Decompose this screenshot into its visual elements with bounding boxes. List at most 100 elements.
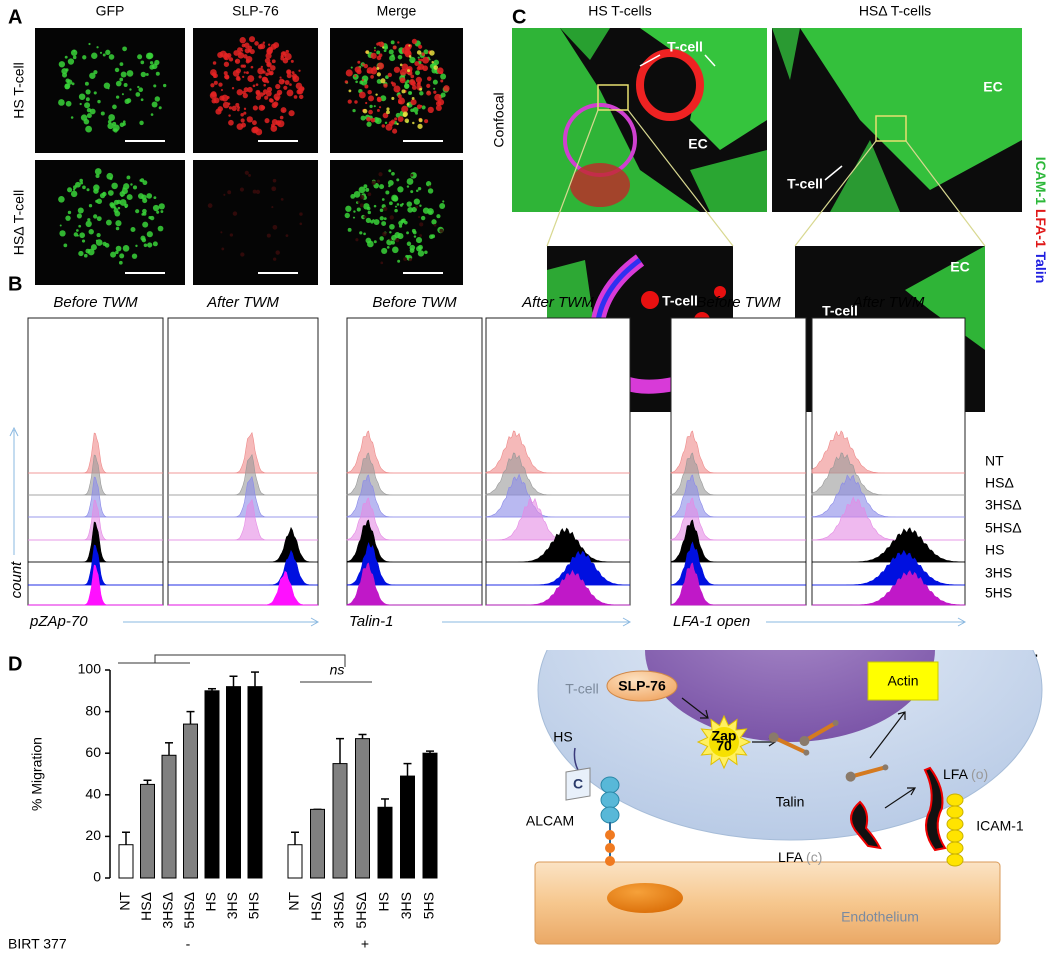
row-label: 5HS (985, 585, 1012, 601)
histogram (168, 549, 318, 586)
signal-spot (93, 70, 98, 75)
signal-spot (220, 231, 223, 234)
bar (355, 738, 370, 879)
signal-spot (396, 178, 400, 182)
signal-spot (267, 46, 273, 52)
axis-label: LFA-1 open (673, 613, 750, 630)
label-alcam: ALCAM (526, 813, 574, 829)
signal-spot (284, 80, 290, 85)
signal-spot (388, 169, 392, 173)
cell-body (570, 163, 630, 207)
signal-spot (146, 231, 153, 238)
bar (377, 806, 393, 879)
talin-rod (850, 765, 886, 779)
signal-spot (368, 109, 373, 115)
signal-spot (122, 120, 126, 124)
signal-spot (234, 58, 241, 64)
column-label: Merge (377, 3, 417, 19)
signal-spot (266, 61, 272, 68)
signal-spot (424, 250, 428, 255)
histogram (811, 430, 965, 474)
signal-spot (223, 61, 230, 67)
image-annotation: T-cell (822, 303, 858, 319)
signal-spot (160, 210, 164, 213)
y-tick-label: 100 (78, 661, 102, 677)
signal-spot (257, 44, 264, 50)
signal-spot (65, 100, 72, 107)
signal-spot (112, 104, 117, 110)
signal-spot (158, 106, 162, 110)
signal-spot (373, 105, 376, 108)
legend-entry: LFA-1 (1033, 209, 1049, 248)
talin-rod (803, 721, 837, 743)
signal-spot (286, 69, 292, 75)
histogram-panel (485, 317, 631, 606)
lfa-spot (714, 286, 726, 298)
signal-spot (271, 187, 275, 190)
signal-spot (88, 42, 91, 46)
signal-spot (435, 104, 442, 112)
signal-spot (373, 204, 377, 208)
signal-spot (235, 102, 240, 108)
signal-spot (79, 232, 86, 239)
signal-spot (408, 44, 411, 47)
signal-spot (236, 89, 243, 96)
signal-spot (221, 247, 225, 251)
signal-spot (243, 111, 247, 115)
row-label: 5HSΔ (985, 520, 1022, 536)
histogram (346, 562, 482, 606)
image-background (330, 160, 463, 285)
signal-spot (392, 128, 398, 134)
signal-spot (259, 92, 264, 97)
signal-spot (387, 72, 393, 78)
signal-spot (410, 80, 416, 87)
signal-spot (239, 37, 246, 44)
signal-spot (411, 206, 417, 213)
signal-spot (275, 83, 281, 90)
alcam-domain (605, 856, 615, 866)
signal-spot (411, 228, 416, 233)
axis-label: Talin-1 (349, 613, 393, 630)
signal-spot (357, 60, 361, 64)
signal-spot (412, 121, 415, 125)
histogram (670, 474, 806, 518)
signal-spot (137, 54, 143, 60)
signal-spot (381, 124, 385, 128)
legend-entry: ICAM-1 (1033, 157, 1049, 205)
signal-spot (248, 36, 256, 43)
signal-spot (114, 67, 120, 73)
signal-spot (424, 119, 429, 124)
label-zap70: Zap (712, 728, 737, 744)
signal-spot (150, 113, 154, 116)
bar (247, 686, 263, 879)
signal-spot (397, 41, 400, 44)
signal-spot (439, 228, 444, 233)
y-tick-label: 0 (93, 869, 101, 885)
signal-spot (385, 75, 389, 79)
signal-spot (389, 215, 394, 220)
histogram (346, 430, 482, 474)
signal-spot (115, 226, 120, 231)
signal-spot (373, 49, 376, 52)
zap70-core (709, 727, 739, 757)
signal-spot (210, 83, 215, 88)
signal-spot (373, 240, 377, 244)
arrow (884, 787, 917, 809)
histogram (28, 564, 163, 606)
signal-spot (427, 188, 434, 194)
histogram (486, 527, 630, 563)
histogram (28, 432, 163, 474)
column-label: SLP-76 (232, 3, 279, 19)
signal-spot (240, 252, 245, 257)
signal-spot (425, 181, 432, 187)
signal-spot (391, 54, 395, 58)
signal-spot (140, 60, 145, 65)
signal-spot (65, 68, 69, 72)
signal-spot (426, 90, 432, 96)
signal-spot (87, 218, 91, 222)
signal-spot (113, 206, 117, 210)
signal-spot (387, 179, 394, 186)
signal-spot (115, 80, 122, 87)
signal-spot (149, 215, 155, 221)
talin-rod (772, 735, 808, 755)
